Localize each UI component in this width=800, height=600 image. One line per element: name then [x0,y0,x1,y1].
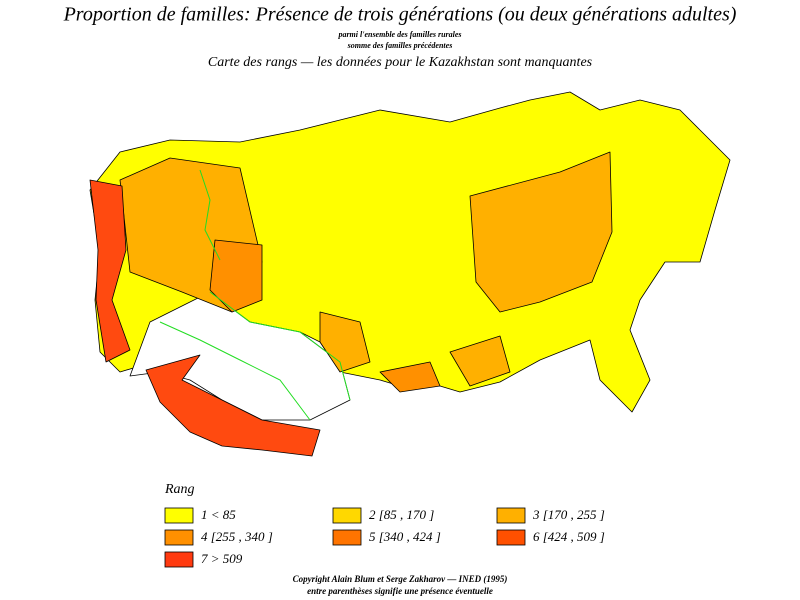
legend-swatch [332,529,362,546]
region-red [145,354,321,457]
border [199,169,221,261]
legend-label: 5 [340 , 424 ] [369,529,441,544]
region-orange [209,239,263,313]
legend-label: 6 [424 , 509 ] [533,529,605,544]
legend-swatch [164,507,194,524]
region-red [89,179,131,363]
legend-label: 2 [85 , 170 ] [369,507,434,522]
subtitle: parmi l'ensemble des familles rurales [337,30,461,39]
subtitle: somme des familles précédentes [347,41,453,50]
region-orange [319,311,371,373]
legend-label: 1 < 85 [201,507,236,522]
legend: 1 < 85 2 [85 , 170 ] 3 [170 , 255 ] 4 [255 … [164,507,605,568]
legend-label: 4 [255 , 340 ] [201,529,273,544]
legend-swatch [332,507,362,524]
legend-label: 3 [170 , 255 ] [532,507,605,522]
border [209,291,351,401]
map [89,91,731,457]
legend-swatch [496,529,526,546]
legend-swatch [164,529,194,546]
legend-swatch [164,551,194,568]
region-orange [379,361,441,393]
legend-label: 7 > 509 [201,551,243,566]
region-orange [449,335,511,387]
note: entre parenthèses signifie une présence … [307,586,493,596]
title: Proportion de familles: Présence de troi… [63,4,737,26]
legend-title: Rang [164,482,195,497]
legend-swatch [496,507,526,524]
region-orange [469,151,613,313]
subtitle: Carte des rangs — les données pour le Ka… [208,55,593,70]
copyright: Copyright Alain Blum et Serge Zakharov —… [293,574,508,584]
border [159,321,311,421]
